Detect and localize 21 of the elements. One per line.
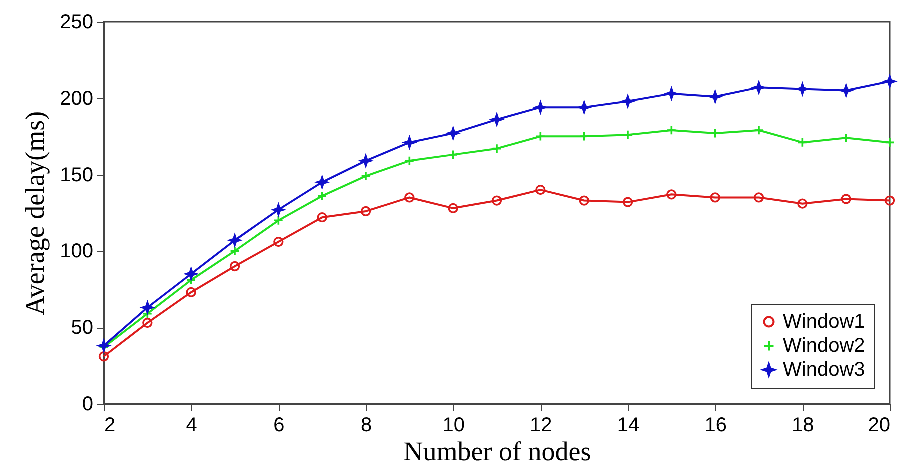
x-tick-label: 8 xyxy=(360,414,372,436)
y-axis-title: Average delay(ms) xyxy=(20,111,50,316)
x-tick-label: 12 xyxy=(530,414,552,436)
x-tick-label: 18 xyxy=(792,414,814,436)
y-tick-label: 100 xyxy=(60,240,94,263)
legend-label: Window1 xyxy=(783,311,866,333)
x-tick-label: 10 xyxy=(442,414,465,436)
y-tick-label: 200 xyxy=(60,88,94,110)
y-tick-label: 250 xyxy=(60,12,94,34)
x-tick-label: 20 xyxy=(868,414,890,436)
x-tick-label: 16 xyxy=(704,414,727,436)
y-tick-label: 150 xyxy=(60,164,94,186)
legend-label: Window3 xyxy=(783,359,866,381)
x-tick-label: 14 xyxy=(617,414,640,436)
x-axis-title: Number of nodes xyxy=(404,436,592,466)
x-tick-label: 2 xyxy=(104,414,116,436)
legend-label: Window2 xyxy=(783,335,866,357)
x-tick-label: 4 xyxy=(186,414,198,436)
y-tick-label: 50 xyxy=(71,317,94,340)
y-tick-label: 0 xyxy=(82,394,94,416)
x-tick-label: 6 xyxy=(274,414,285,436)
